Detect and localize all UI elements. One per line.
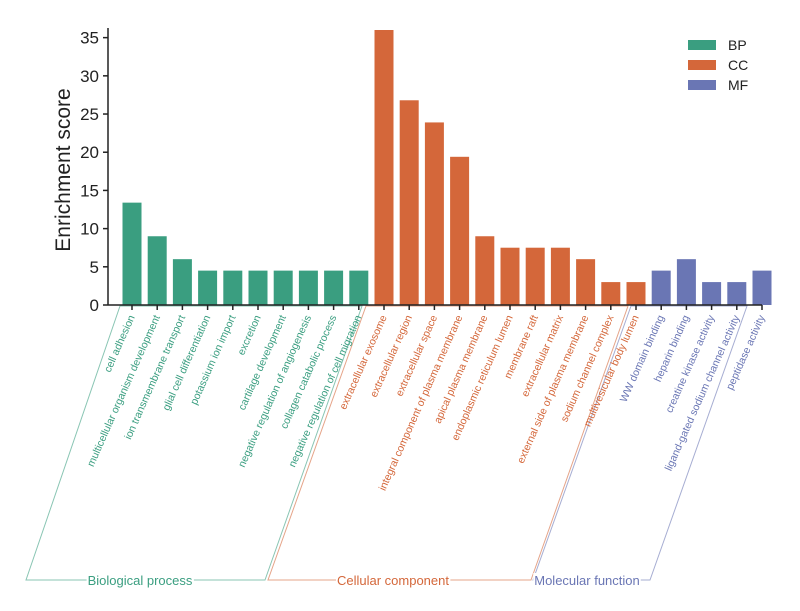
bar-bp xyxy=(172,259,192,305)
bar-bp xyxy=(198,270,218,305)
bar-mf xyxy=(727,282,747,305)
bar-mf xyxy=(752,270,772,305)
y-tick-label: 5 xyxy=(90,258,99,277)
group-label-mf: Molecular function xyxy=(534,573,640,588)
legend-swatch-bp xyxy=(688,40,716,50)
bar-mf xyxy=(702,282,722,305)
group-bracket-cc xyxy=(267,305,629,581)
bar-cc xyxy=(525,247,545,305)
bar-mf xyxy=(676,259,696,305)
y-tick-label: 0 xyxy=(90,296,99,315)
group-label-background xyxy=(86,573,194,588)
bar-cc xyxy=(374,30,394,305)
group-label-background xyxy=(533,573,641,588)
bar-cc xyxy=(399,100,419,306)
bar-cc xyxy=(450,156,470,305)
group-label-cc: Cellular component xyxy=(337,573,449,588)
legend: BP CC MF xyxy=(688,37,748,93)
bar-cc xyxy=(576,259,596,305)
y-tick-label: 10 xyxy=(80,220,99,239)
bar-bp xyxy=(122,202,142,305)
bar-cc xyxy=(626,282,646,305)
bar-mf xyxy=(651,270,671,305)
bar-cc xyxy=(500,247,520,305)
group-bracket-bp xyxy=(25,305,363,581)
legend-label-bp: BP xyxy=(728,37,747,53)
bar-cc xyxy=(424,122,444,305)
y-tick-label: 15 xyxy=(80,181,99,200)
bar-cc xyxy=(550,247,570,305)
group-bracket-mf xyxy=(532,305,748,581)
y-tick-label: 20 xyxy=(80,143,99,162)
legend-label-mf: MF xyxy=(728,77,748,93)
x-tick-label: excretion xyxy=(235,313,263,357)
bar-bp xyxy=(349,270,369,305)
y-tick-label: 35 xyxy=(80,29,99,48)
legend-swatch-cc xyxy=(688,60,716,70)
group-label-bp: Biological process xyxy=(88,573,193,588)
bar-cc xyxy=(601,282,621,305)
bar-bp xyxy=(324,270,344,305)
bar-bp xyxy=(298,270,318,305)
y-tick-label: 25 xyxy=(80,105,99,124)
bar-bp xyxy=(273,270,293,305)
legend-swatch-mf xyxy=(688,80,716,90)
y-tick-label: 30 xyxy=(80,67,99,86)
bar-bp xyxy=(248,270,268,305)
bar-bp xyxy=(147,236,167,305)
group-label-background xyxy=(335,573,451,588)
bar-bp xyxy=(223,270,243,305)
bar-cc xyxy=(475,236,495,305)
y-axis-label: Enrichment score xyxy=(52,88,75,251)
legend-label-cc: CC xyxy=(728,57,748,73)
